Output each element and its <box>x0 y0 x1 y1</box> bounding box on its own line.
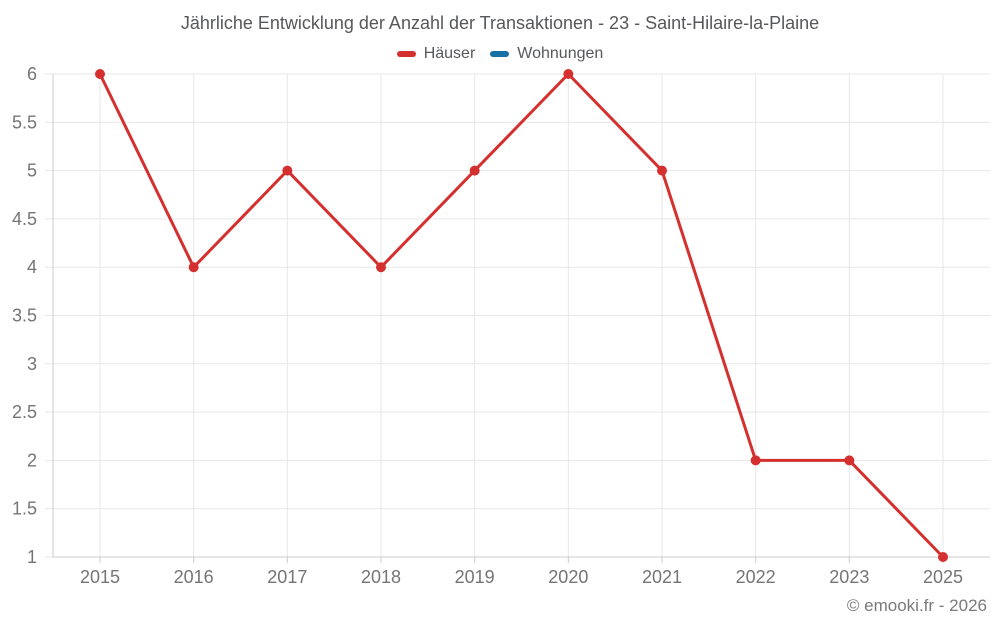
y-axis-label: 2.5 <box>12 402 37 422</box>
x-axis-label: 2020 <box>548 567 588 587</box>
y-axis-label: 1 <box>27 547 37 567</box>
y-axis-label: 5 <box>27 161 37 181</box>
x-axis-label: 2015 <box>80 567 120 587</box>
data-point <box>95 69 105 79</box>
series-line <box>98 72 945 559</box>
wohnungen-series-swatch-icon <box>490 51 510 57</box>
y-axis-label: 3.5 <box>12 306 37 326</box>
x-axis-label: 2022 <box>736 567 776 587</box>
y-axis-label: 4 <box>27 257 37 277</box>
x-axis-label: 2018 <box>361 567 401 587</box>
y-axis-label: 6 <box>27 64 37 84</box>
data-point <box>844 455 855 466</box>
x-axis-label: 2016 <box>174 567 214 587</box>
data-point <box>657 165 667 176</box>
x-axis-label: 2017 <box>267 567 307 587</box>
copyright-watermark: © emooki.fr - 2026 <box>846 596 987 615</box>
data-point <box>282 165 293 176</box>
legend-item-wohnungen[interactable]: Wohnungen <box>490 45 603 63</box>
x-axis-label: 2025 <box>923 567 963 587</box>
y-axis-label: 5.5 <box>12 112 37 132</box>
haeuser-series-swatch-icon <box>396 51 416 57</box>
data-point <box>469 165 480 176</box>
y-axis-label: 4.5 <box>12 209 37 229</box>
data-point <box>188 262 199 273</box>
x-axis-label: 2021 <box>642 567 682 587</box>
y-axis-label: 1.5 <box>12 499 37 519</box>
x-axis-label: 2019 <box>455 567 495 587</box>
data-point <box>376 262 386 273</box>
legend-label-wohnungen: Wohnungen <box>517 45 604 62</box>
data-point <box>938 552 948 562</box>
data-point <box>750 455 761 466</box>
data-point <box>563 69 574 79</box>
y-axis-label: 2 <box>27 450 37 470</box>
x-axis-label: 2023 <box>829 567 869 587</box>
y-axis-label: 3 <box>27 354 37 374</box>
legend: Häuser Wohnungen <box>0 45 1000 63</box>
chart-title: Jährliche Entwicklung der Anzahl der Tra… <box>180 13 820 33</box>
legend-item-haeuser[interactable]: Häuser <box>396 45 476 63</box>
legend-label-haeuser: Häuser <box>423 45 476 62</box>
